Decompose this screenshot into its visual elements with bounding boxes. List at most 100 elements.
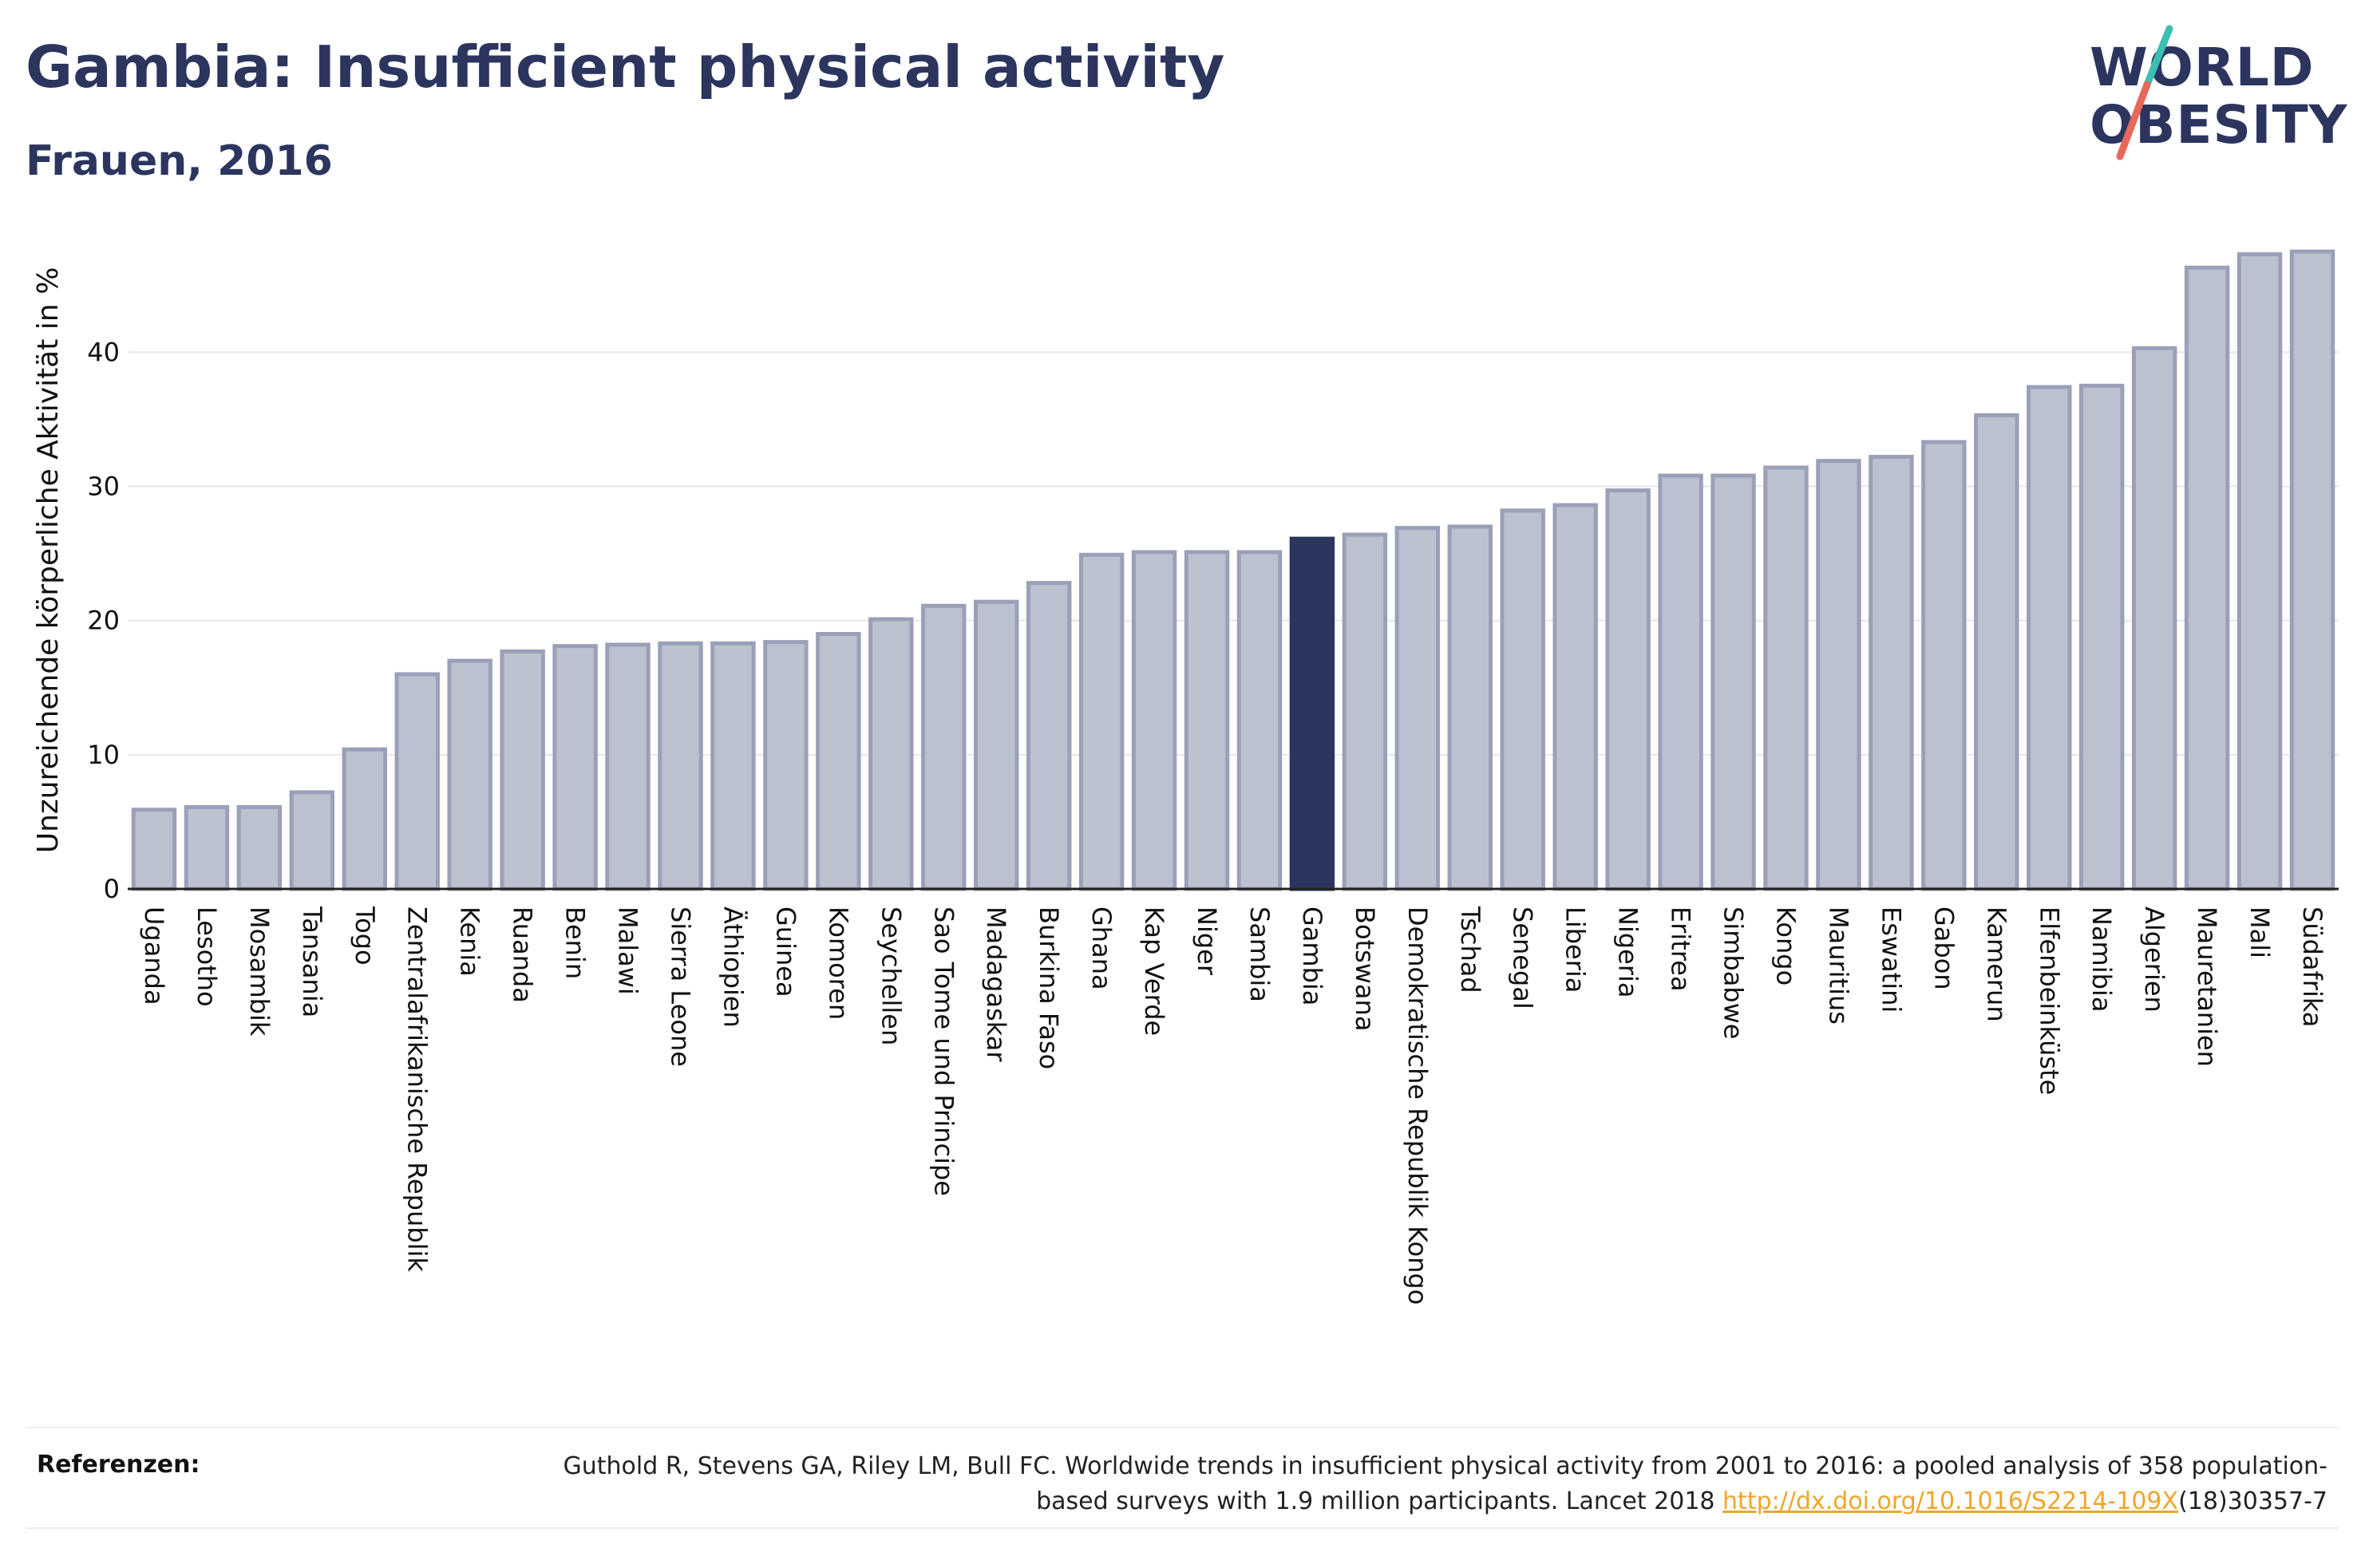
x-tick-label: Mosambik	[244, 906, 275, 1037]
x-tick-label: Malawi	[613, 906, 643, 995]
bar-uganda	[131, 808, 177, 891]
x-tick-label: Ruanda	[508, 906, 538, 1003]
y-axis-label: Unzureichende körperliche Aktivität in %	[32, 267, 65, 854]
x-tick-label: Senegal	[1508, 906, 1538, 1009]
bar-benin	[552, 644, 598, 891]
bar-eritrea	[1658, 473, 1703, 891]
bar-sierra-leone	[658, 641, 703, 891]
x-tick-label: Tschad	[1455, 906, 1485, 993]
bar-mali	[2236, 252, 2283, 891]
y-tick-label: 30	[87, 472, 120, 502]
bar-gambia	[1289, 536, 1335, 891]
x-tick-label: Kap Verde	[1139, 906, 1169, 1036]
x-tick-label: Südafrika	[2297, 906, 2327, 1027]
x-tick-label: Nigeria	[1613, 906, 1643, 997]
x-tick-label: Sao Tome und Principe	[928, 906, 959, 1196]
bar-eswatini	[1869, 455, 1914, 891]
x-tick-label: Mauretanien	[2192, 906, 2222, 1067]
bar-lesotho	[184, 804, 230, 891]
bar-kamerun	[1974, 413, 2019, 891]
x-tick-label: Gambia	[1297, 906, 1327, 1005]
logo-slash-icon	[2116, 25, 2173, 160]
x-tick-label: Mali	[2244, 906, 2275, 958]
x-tick-label: Algerien	[2139, 906, 2169, 1013]
x-tick-label: Seychellen	[876, 906, 906, 1045]
bar-seychellen	[868, 617, 914, 891]
x-tick-label: Kamerun	[1981, 906, 2011, 1022]
y-tick-label: 0	[104, 874, 120, 904]
bar-zentralafrikanische-republik	[394, 672, 440, 891]
x-tick-label: Liberia	[1560, 906, 1591, 993]
reference-doi-link[interactable]: http://dx.doi.org/10.1016/S2214-109X	[1722, 1487, 2179, 1515]
references-text: Guthold R, Stevens GA, Riley LM, Bull FC…	[492, 1449, 2327, 1519]
x-tick-label: Niger	[1192, 906, 1222, 976]
x-tick-label: Benin	[560, 906, 591, 979]
x-tick-label: Komoren	[823, 906, 853, 1020]
bar-kenia	[447, 658, 492, 891]
references-label: Referenzen:	[37, 1451, 200, 1479]
x-tick-label: Madagaskar	[981, 906, 1011, 1062]
bar-kongo	[1763, 465, 1809, 891]
x-tick-label: Kenia	[455, 906, 485, 977]
x-tick-label: Mauritius	[1823, 906, 1853, 1025]
bar-chart: 0 10 20 30 40 Unzureichende körperliche Aktiv…	[32, 249, 2339, 1305]
reference-citation: Guthold R, Stevens GA, Riley LM, Bull FC…	[563, 1452, 2327, 1515]
bar-guinea	[763, 640, 809, 891]
y-tick-label: 40	[87, 337, 120, 367]
x-tick-label: Elfenbeinküste	[2034, 906, 2064, 1095]
bar-ghana	[1078, 552, 1125, 891]
reference-citation-suffix: (18)30357-7	[2178, 1487, 2327, 1515]
bar-südafrika	[2289, 249, 2335, 891]
bar-togo	[342, 747, 388, 891]
references-section: Referenzen: Guthold R, Stevens GA, Riley…	[26, 1427, 2339, 1529]
bar-simbabwe	[1710, 473, 1756, 891]
bar-niger	[1184, 550, 1230, 891]
chart-subtitle: Frauen, 2016	[26, 137, 333, 185]
bar-demokratische-republik-kongo	[1394, 526, 1441, 891]
y-tick-label: 20	[87, 606, 120, 636]
x-tick-label: Sierra Leone	[666, 906, 696, 1067]
bar-ruanda	[500, 649, 545, 891]
bar-senegal	[1500, 508, 1545, 891]
bar-mauretanien	[2184, 265, 2230, 891]
bar-botswana	[1342, 532, 1388, 891]
x-tick-label: Eswatini	[1876, 906, 1906, 1013]
bar-kap-verde	[1131, 550, 1177, 891]
bar-burkina-faso	[1026, 581, 1072, 891]
x-tick-label: Sambia	[1244, 906, 1275, 1002]
bar-malawi	[605, 642, 651, 891]
logo-text-world: WORLD	[2090, 37, 2315, 98]
bar-mosambik	[236, 804, 283, 891]
x-tick-label: Botswana	[1350, 906, 1380, 1031]
world-obesity-logo: WORLD OBESITY	[2083, 22, 2347, 166]
x-tick-label: Guinea	[770, 906, 801, 997]
bar-komoren	[816, 631, 861, 891]
bar-sao-tome-und-principe	[921, 603, 967, 891]
x-tick-label: Tansania	[297, 906, 327, 1017]
x-tick-label: Namibia	[2086, 906, 2117, 1012]
x-tick-label: Burkina Faso	[1034, 906, 1064, 1069]
bar-elfenbeinküste	[2027, 385, 2072, 891]
x-tick-label: Lesotho	[192, 906, 222, 1007]
x-tick-label: Äthiopien	[718, 906, 748, 1028]
chart-title: Gambia: Insufficient physical activity	[26, 34, 1225, 101]
x-tick-label: Ghana	[1086, 906, 1117, 990]
x-tick-label: Demokratische Republik Kongo	[1402, 906, 1433, 1305]
bar-mauritius	[1816, 459, 1861, 891]
bar-namibia	[2078, 383, 2125, 891]
bar-algerien	[2131, 346, 2177, 891]
bar-tschad	[1447, 524, 1493, 891]
bar-sambia	[1236, 550, 1283, 891]
bar-tansania	[289, 790, 335, 891]
x-tick-label: Uganda	[139, 906, 169, 1005]
x-tick-label: Togo	[350, 906, 380, 966]
bar-gabon	[1921, 440, 1967, 891]
bar-liberia	[1552, 503, 1598, 891]
x-tick-label: Gabon	[1928, 906, 1959, 990]
y-tick-label: 10	[87, 740, 120, 770]
bar-äthiopien	[710, 641, 756, 891]
x-tick-label: Simbabwe	[1718, 906, 1749, 1039]
x-tick-label: Zentralafrikanische Republik	[402, 906, 433, 1272]
bar-madagaskar	[973, 599, 1019, 891]
x-tick-label: Kongo	[1771, 906, 1801, 985]
